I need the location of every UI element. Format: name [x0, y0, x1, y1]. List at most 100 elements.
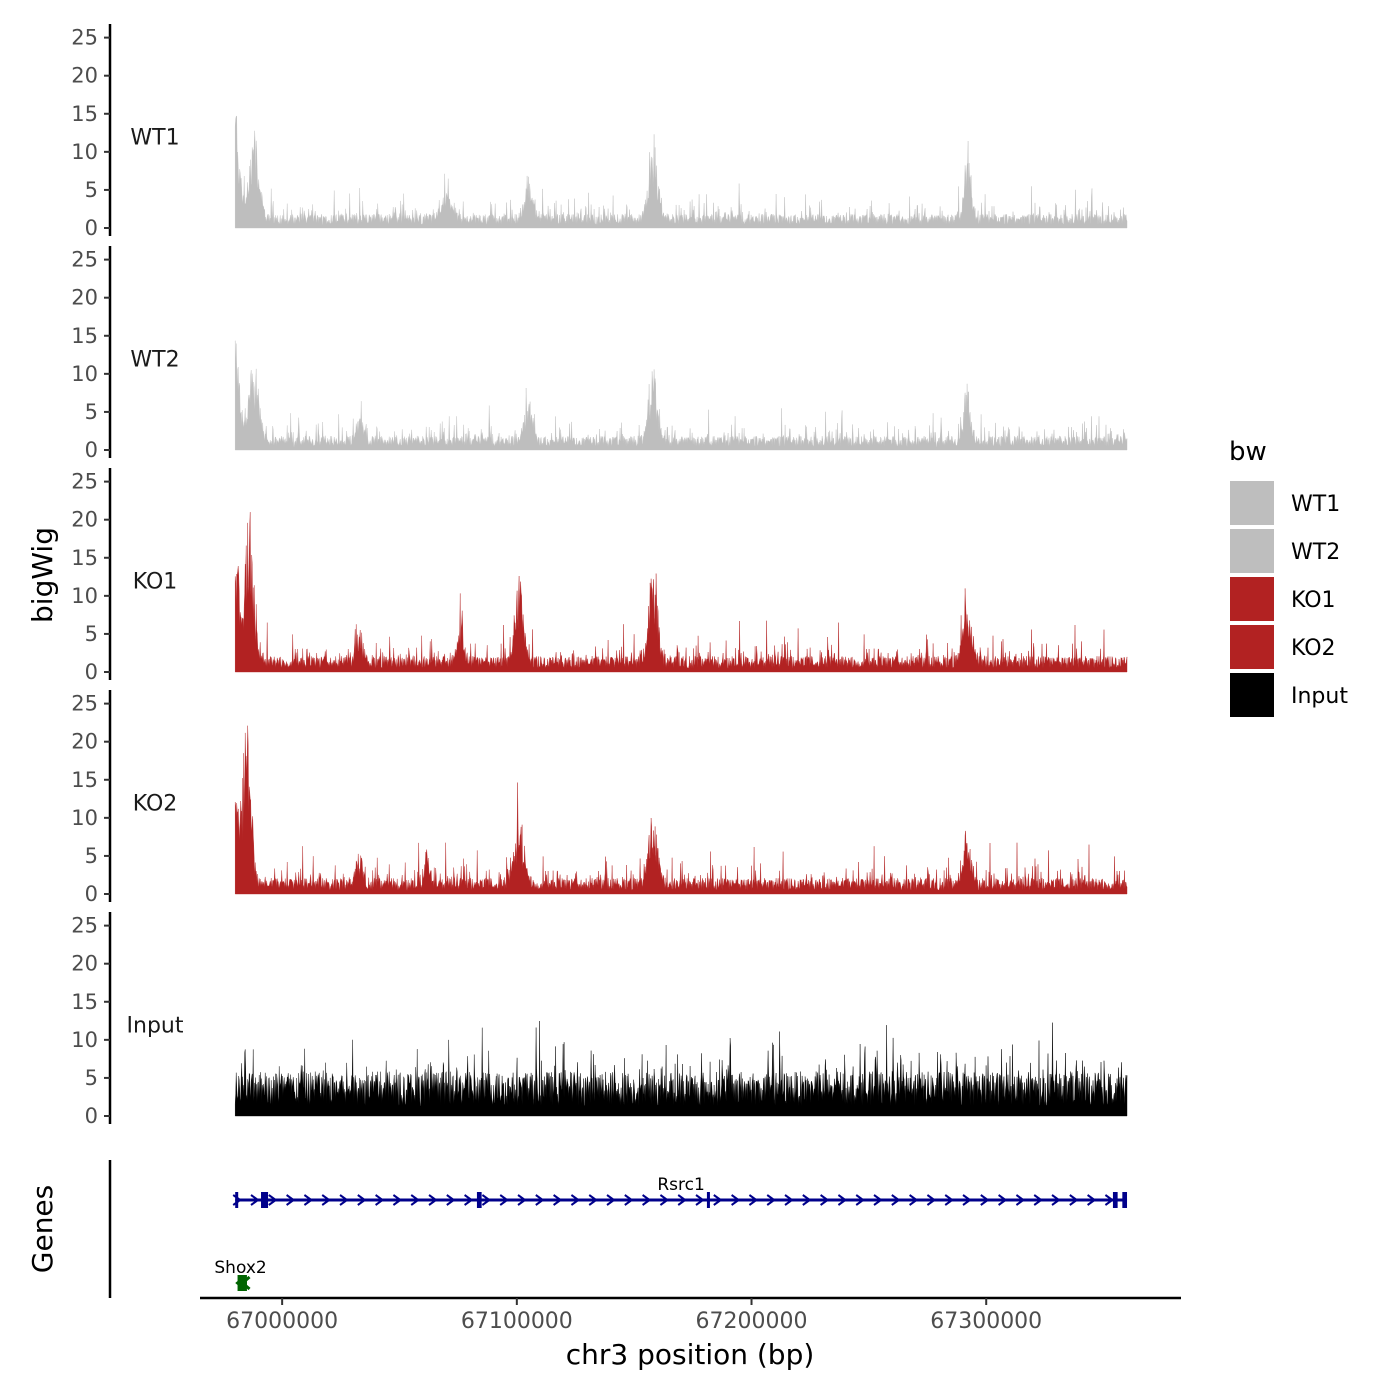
- strand-arrow: [855, 1194, 865, 1206]
- strand-arrow: [677, 1194, 687, 1206]
- y-tick-label: 0: [85, 438, 98, 462]
- strand-arrow: [499, 1194, 509, 1206]
- strand-arrow: [766, 1194, 776, 1206]
- strand-arrow: [642, 1194, 652, 1206]
- x-axis: 67000000 67100000 67200000 67300000: [200, 1296, 1181, 1334]
- strand-arrow: [802, 1194, 812, 1206]
- track-label: Input: [127, 1014, 184, 1039]
- strand-arrow: [464, 1194, 474, 1206]
- strand-arrow: [1051, 1194, 1061, 1206]
- strand-arrow: [570, 1194, 581, 1206]
- tracks-group: 0510152025WT10510152025WT20510152025KO10…: [71, 24, 1128, 1128]
- legend-swatch-input: [1228, 671, 1276, 719]
- signal-area: [235, 725, 1128, 895]
- y-tick-label: 20: [71, 952, 98, 976]
- signal-area: [235, 115, 1128, 229]
- strand-arrow: [1069, 1194, 1079, 1206]
- strand-arrow: [909, 1194, 919, 1206]
- signal-area: [235, 1020, 1128, 1117]
- y-tick-label: 15: [71, 990, 98, 1014]
- track-wt2: 0 5 10 15 20 25 WT2: [71, 246, 1128, 462]
- strand-arrow: [820, 1194, 830, 1206]
- exon-block: [476, 1192, 482, 1208]
- y-tick-label: 20: [71, 730, 98, 754]
- strand-arrow: [410, 1194, 420, 1206]
- strand-arrow: [481, 1194, 492, 1206]
- legend-label: WT2: [1291, 540, 1340, 565]
- exon-block: [706, 1192, 710, 1208]
- x-tick-label: 67200000: [696, 1309, 808, 1334]
- track-input: 0 5 10 15 20 25 Input: [71, 912, 1128, 1128]
- y-tick-label: 0: [85, 660, 98, 684]
- strand-arrow: [748, 1194, 759, 1206]
- genes-track: Rsrc1 Shox2: [108, 1160, 1128, 1298]
- signal-area: [235, 512, 1128, 673]
- y-tick-label: 0: [85, 216, 98, 240]
- y-tick-label: 15: [71, 102, 98, 126]
- y-tick-label: 10: [71, 362, 98, 386]
- strand-arrow: [784, 1194, 794, 1206]
- strand-arrow: [428, 1194, 438, 1206]
- strand-arrow: [624, 1194, 634, 1206]
- y-tick-label: 5: [85, 622, 98, 646]
- x-tick-label: 67300000: [930, 1309, 1042, 1334]
- x-tick-label: 67100000: [461, 1309, 573, 1334]
- strand-arrow: [250, 1194, 260, 1206]
- y-tick-label: 20: [71, 64, 98, 88]
- legend-label: WT1: [1291, 492, 1340, 517]
- legend-swatch-wt1: [1228, 479, 1276, 527]
- legend-label: Input: [1291, 684, 1348, 709]
- track-label: WT1: [130, 126, 179, 151]
- strand-arrow: [926, 1194, 937, 1206]
- strand-arrow: [891, 1194, 901, 1206]
- track-label: KO1: [133, 570, 178, 595]
- strand-arrow: [553, 1194, 563, 1206]
- y-tick-label: 10: [71, 584, 98, 608]
- x-tick-label: 67000000: [226, 1309, 338, 1334]
- strand-arrow: [606, 1194, 616, 1206]
- strand-arrow: [980, 1194, 990, 1206]
- strand-arrow: [268, 1194, 278, 1206]
- strand-arrow: [517, 1194, 527, 1206]
- gene-rsrc1: Rsrc1: [232, 1175, 1128, 1208]
- strand-arrow: [873, 1194, 883, 1206]
- track-wt1: 0 5 10 15 20 25 WT1: [71, 24, 1128, 240]
- y-tick-label: 0: [85, 882, 98, 906]
- strand-arrow: [392, 1194, 403, 1206]
- y-tick-label: 25: [71, 692, 98, 716]
- track-ko2: 0 5 10 15 20 25 KO2: [71, 690, 1128, 906]
- y-tick-label: 25: [71, 914, 98, 938]
- strand-arrow: [535, 1194, 545, 1206]
- strand-arrow: [998, 1194, 1008, 1206]
- strand-arrow: [446, 1194, 456, 1206]
- strand-arrow: [357, 1194, 367, 1206]
- legend-swatch-ko2: [1228, 623, 1276, 671]
- y-axis-label: bigWig: [26, 527, 59, 623]
- strand-arrow: [375, 1194, 385, 1206]
- legend: WT1 WT2 KO1 KO2 Input: [1228, 479, 1348, 719]
- y-tick-label: 10: [71, 806, 98, 830]
- exon-block: [237, 1275, 247, 1291]
- gene-label: Shox2: [214, 1258, 266, 1278]
- y-tick-label: 25: [71, 470, 98, 494]
- y-tick-label: 5: [85, 400, 98, 424]
- y-tick-label: 5: [85, 178, 98, 202]
- exon-block: [1112, 1192, 1118, 1208]
- strand-arrow: [321, 1194, 331, 1206]
- y-tick-label: 0: [85, 1104, 98, 1128]
- exon-block: [1122, 1192, 1128, 1208]
- y-tick-label: 5: [85, 1066, 98, 1090]
- strand-arrow: [286, 1194, 296, 1206]
- track-ko1: 0 5 10 15 20 25 KO1: [71, 468, 1128, 684]
- y-tick-label: 5: [85, 844, 98, 868]
- y-tick-label: 10: [71, 140, 98, 164]
- gene-label: Rsrc1: [657, 1175, 704, 1195]
- legend-swatch-ko1: [1228, 575, 1276, 623]
- strand-arrow: [837, 1194, 848, 1206]
- strand-arrow: [303, 1194, 314, 1206]
- exon-block: [261, 1192, 269, 1208]
- y-tick-label: 15: [71, 546, 98, 570]
- y-tick-label: 15: [71, 324, 98, 348]
- strand-arrow: [962, 1194, 972, 1206]
